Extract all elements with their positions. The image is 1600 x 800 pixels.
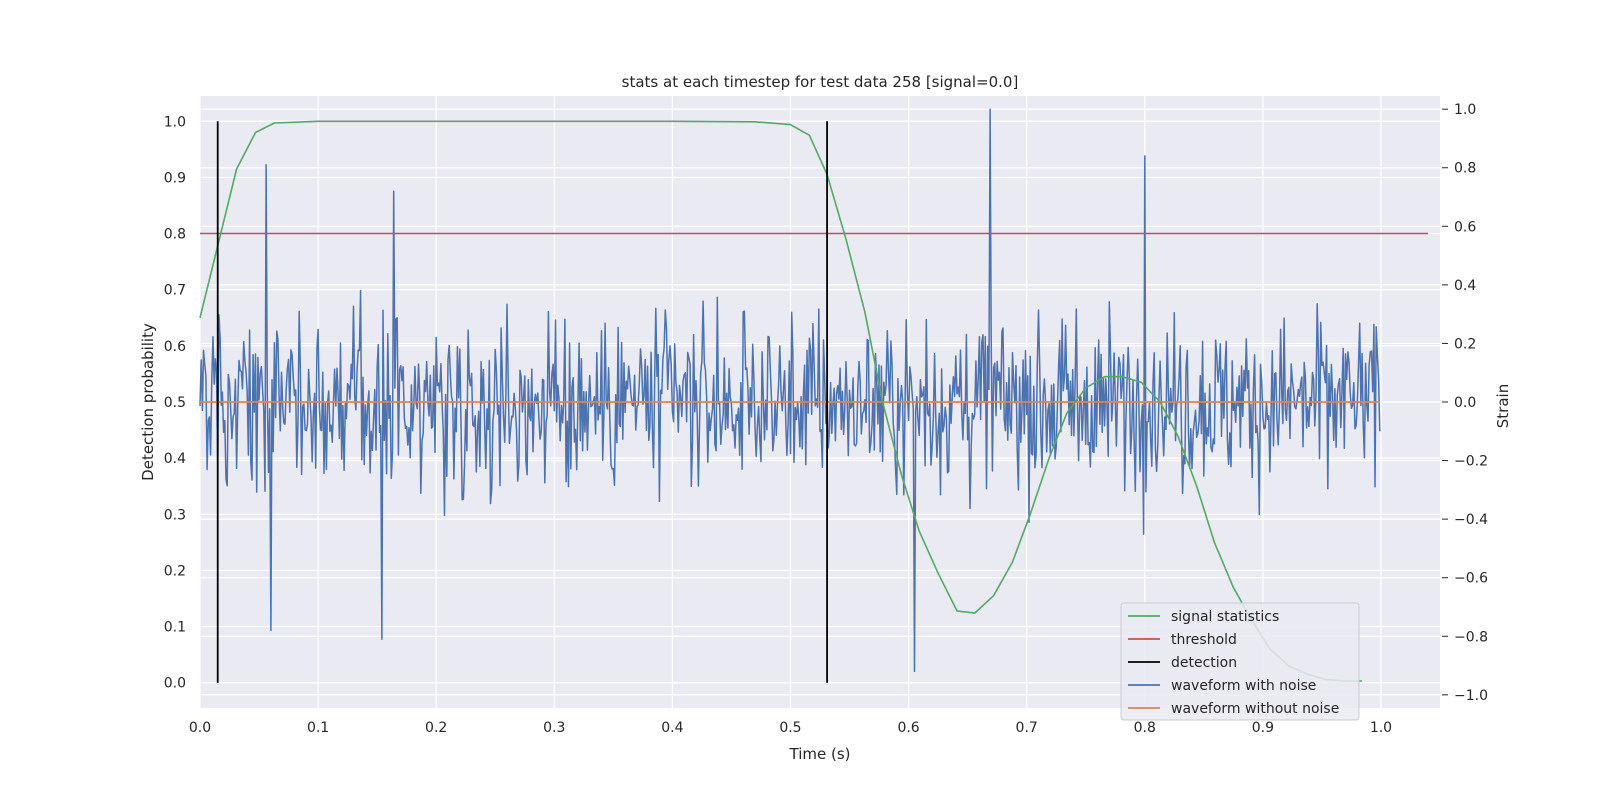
y2-axis-label: Strain [1494, 384, 1512, 428]
x-tick-label: 0.3 [543, 720, 565, 736]
y2-tick-label: −0.4 [1454, 512, 1488, 528]
y2-tick-label: 1.0 [1454, 102, 1476, 118]
legend: signal statistics threshold detection wa… [1120, 602, 1360, 721]
signal-statistics-line [199, 120, 1363, 682]
legend-label-waveform-with-noise: waveform with noise [1171, 678, 1316, 694]
x-tick-label: 0.7 [1016, 720, 1038, 736]
x-tick-label: 0.8 [1134, 720, 1156, 736]
y-tick-label: 0.0 [164, 676, 186, 692]
y2-tick-label: 0.6 [1454, 219, 1476, 235]
legend-label-detection: detection [1171, 655, 1237, 671]
legend-label-threshold: threshold [1171, 632, 1237, 648]
x-tick-label: 0.4 [661, 720, 683, 736]
y2-tick-label: 0.8 [1454, 161, 1476, 177]
y2-tick-label: −0.8 [1454, 629, 1488, 645]
y2-tick-label: −1.0 [1454, 688, 1488, 704]
waveform-with-noise-line [199, 108, 1381, 673]
x-tick-label: 0.5 [779, 720, 801, 736]
y-tick-label: 0.9 [164, 170, 186, 186]
x-tick-label: 0.6 [897, 720, 919, 736]
y-tick-label: 1.0 [164, 114, 186, 130]
y-tick-label: 0.2 [164, 563, 186, 579]
y-tick-label: 0.3 [164, 507, 186, 523]
y-tick-label: 0.1 [164, 620, 186, 636]
y2-tick-label: −0.2 [1454, 454, 1488, 470]
y-tick-label: 0.7 [164, 283, 186, 299]
y2-tick-label: −0.6 [1454, 571, 1488, 587]
legend-box [1120, 602, 1360, 721]
ticks: 0.0 0.1 0.2 0.3 0.4 0.5 0.6 0.7 0.8 0.9 1.0 0.0 0.1 0… [164, 102, 1488, 736]
y2-tick-label: 0.0 [1454, 395, 1476, 411]
x-tick-label: 0.9 [1252, 720, 1274, 736]
legend-label-signal-statistics: signal statistics [1171, 609, 1279, 625]
x-tick-label: 0.2 [425, 720, 447, 736]
x-axis-label: Time (s) [789, 745, 851, 763]
x-tick-label: 0.0 [189, 720, 211, 736]
y2-tick-label: 0.4 [1454, 278, 1476, 294]
x-tick-label: 1.0 [1370, 720, 1392, 736]
y-tick-label: 0.4 [164, 451, 186, 467]
chart-title: stats at each timestep for test data 258… [622, 73, 1019, 91]
x-tick-label: 0.1 [307, 720, 329, 736]
y-tick-label: 0.5 [164, 395, 186, 411]
y-axis-label: Detection probability [139, 323, 157, 481]
y-tick-label: 0.6 [164, 339, 186, 355]
y-tick-label: 0.8 [164, 227, 186, 243]
data-layer [199, 108, 1429, 683]
y2-tick-label: 0.2 [1454, 336, 1476, 352]
legend-label-waveform-without-noise: waveform without noise [1171, 701, 1339, 717]
